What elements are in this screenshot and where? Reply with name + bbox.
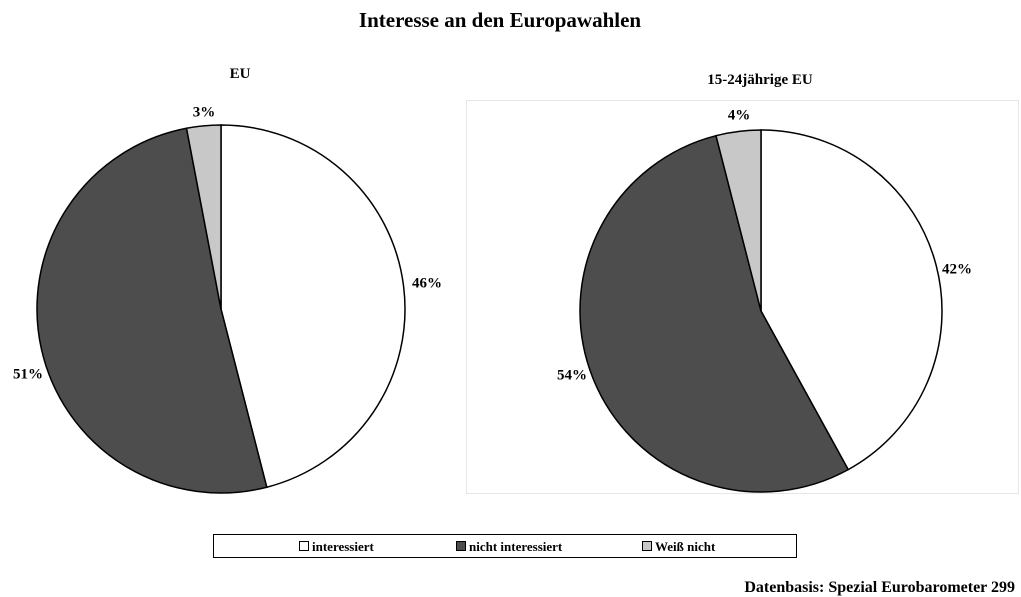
legend: interessiert nicht interessiert Weiß nic… (213, 534, 797, 558)
pie-2-slice-nicht-interessiert (579, 134, 850, 493)
pie-2-label-nicht-interessiert: 54% (557, 367, 587, 383)
pie-1-label-weiss-nicht: 3% (193, 104, 216, 120)
legend-swatch-interessiert (299, 541, 309, 551)
chart-2-frame (466, 100, 1019, 494)
legend-item-interessiert: interessiert (299, 539, 374, 555)
legend-label-nicht-interessiert: nicht interessiert (469, 539, 563, 554)
pie-1-label-nicht-interessiert: 51% (13, 366, 43, 382)
legend-swatch-nicht-interessiert (456, 541, 466, 551)
pie-2-label-interessiert: 42% (942, 261, 972, 277)
legend-label-weiss-nicht: Weiß nicht (655, 539, 716, 554)
legend-label-interessiert: interessiert (312, 539, 374, 554)
legend-item-nicht-interessiert: nicht interessiert (456, 539, 562, 555)
chart-title: Interesse an den Europawahlen (358, 8, 642, 32)
pie-2-slice-interessiert (760, 129, 943, 471)
pie-2-slice-weiss-nicht (715, 129, 762, 312)
legend-swatch-weiss-nicht (642, 541, 652, 551)
chart-1-title: EU (229, 66, 251, 82)
pie-1-slice-interessiert (220, 124, 406, 489)
chart-2-title: 15-24jährige EU (707, 72, 813, 88)
pie-1-slice-weiss-nicht (185, 124, 222, 310)
pie-1-label-interessiert: 46% (412, 275, 442, 291)
pie-2-label-weiss-nicht: 4% (728, 107, 751, 123)
source-note: Datenbasis: Spezial Eurobarometer 299 (744, 579, 1015, 596)
legend-item-weiss-nicht: Weiß nicht (642, 539, 715, 555)
pie-1-slice-nicht-interessiert (36, 127, 268, 494)
